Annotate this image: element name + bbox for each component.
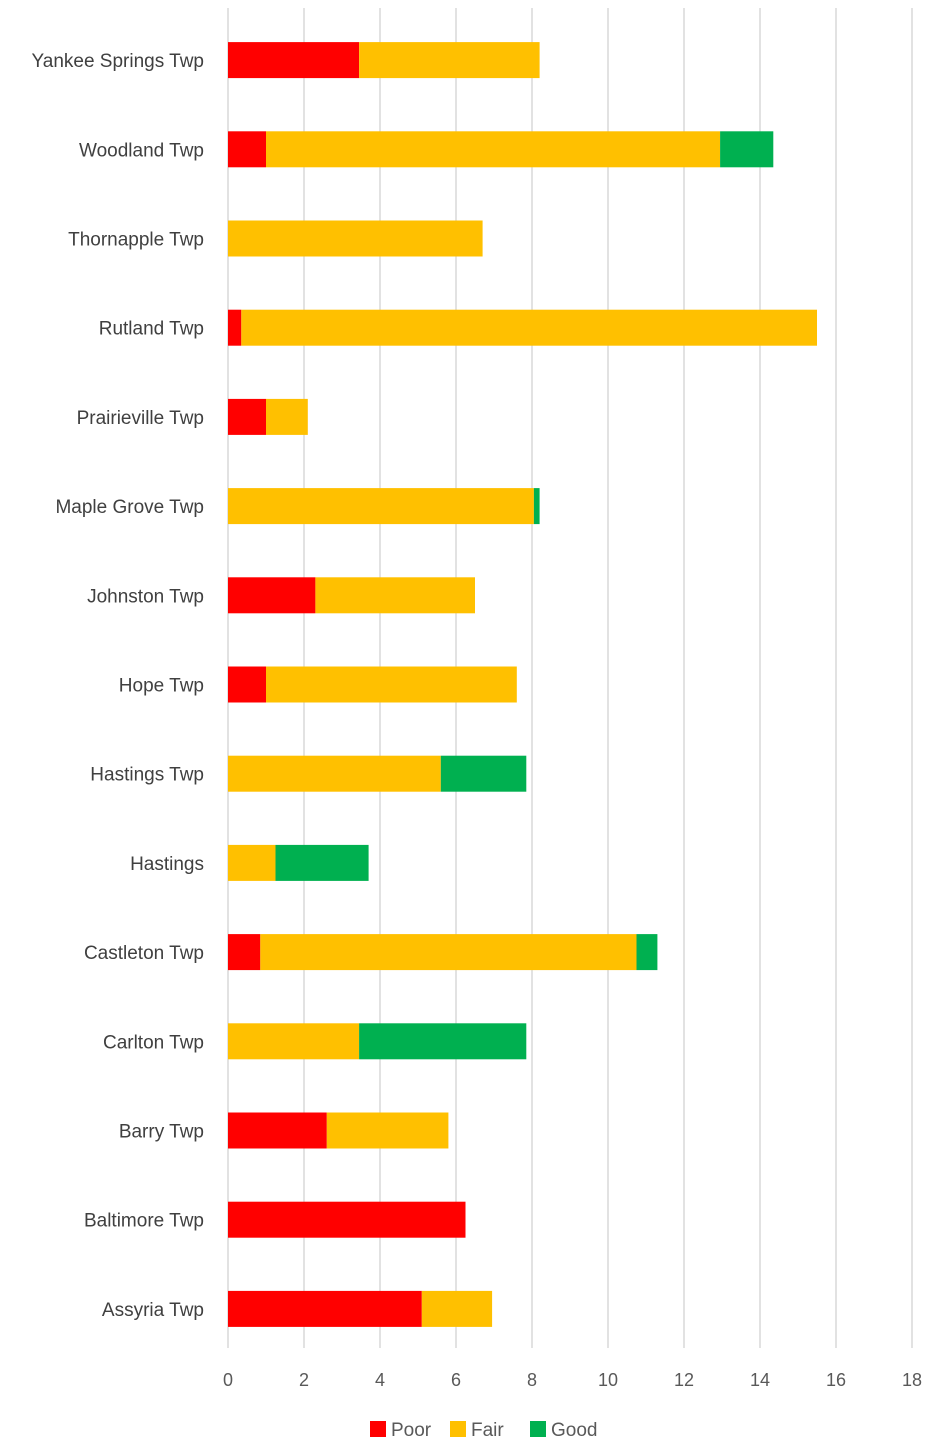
category-label: Assyria Twp — [102, 1300, 204, 1321]
category-label: Maple Grove Twp — [55, 497, 204, 518]
bar-fair-thornapple-twp — [228, 220, 483, 257]
bar-fair-assyria-twp — [421, 1290, 493, 1327]
bar-good-woodland-twp — [720, 131, 774, 168]
bar-poor-hope-twp — [228, 666, 266, 703]
bar-fair-hastings — [228, 844, 276, 881]
bar-poor-woodland-twp — [228, 131, 266, 168]
x-tick-label: 0 — [223, 1370, 233, 1390]
bar-poor-yankee-springs-twp — [228, 42, 360, 79]
bar-good-hastings-twp — [440, 755, 527, 792]
category-label: Hope Twp — [119, 676, 204, 697]
bar-poor-castleton-twp — [228, 934, 261, 971]
bar-poor-rutland-twp — [228, 309, 242, 346]
bar-fair-carlton-twp — [228, 1023, 360, 1060]
legend-swatch-good — [530, 1421, 546, 1437]
legend-label-fair: Fair — [471, 1420, 504, 1441]
bar-fair-woodland-twp — [266, 131, 721, 168]
category-label: Castleton Twp — [84, 943, 204, 964]
x-tick-label: 2 — [299, 1370, 309, 1390]
bars — [228, 42, 818, 1327]
x-tick-label: 12 — [674, 1370, 694, 1390]
category-label: Baltimore Twp — [84, 1211, 204, 1232]
bar-fair-prairieville-twp — [266, 398, 308, 435]
x-tick-label: 6 — [451, 1370, 461, 1390]
category-label: Prairieville Twp — [77, 408, 204, 429]
legend-label-good: Good — [551, 1420, 597, 1441]
x-tick-label: 4 — [375, 1370, 385, 1390]
x-tick-labels: 0 2 4 6 8 10 12 14 16 18 — [223, 1370, 922, 1390]
legend: Poor Fair Good — [370, 1420, 597, 1441]
x-tick-label: 16 — [826, 1370, 846, 1390]
bar-fair-hope-twp — [266, 666, 517, 703]
bar-poor-assyria-twp — [228, 1290, 422, 1327]
category-label: Thornapple Twp — [68, 230, 204, 251]
category-label: Hastings Twp — [90, 765, 204, 786]
bar-poor-barry-twp — [228, 1112, 327, 1149]
category-label: Johnston Twp — [87, 586, 204, 607]
bar-fair-barry-twp — [326, 1112, 449, 1149]
category-labels: Yankee Springs Twp Woodland Twp Thornapple… — [31, 51, 204, 1321]
bar-good-hastings — [275, 844, 369, 881]
bar-fair-maple-grove-twp — [228, 488, 534, 525]
bar-fair-yankee-springs-twp — [359, 42, 540, 79]
legend-label-poor: Poor — [391, 1420, 432, 1441]
x-tick-label: 18 — [902, 1370, 922, 1390]
bar-poor-johnston-twp — [228, 577, 316, 614]
bar-fair-castleton-twp — [260, 934, 637, 971]
category-label: Rutland Twp — [99, 319, 204, 340]
bar-good-castleton-twp — [636, 934, 658, 971]
bar-good-carlton-twp — [359, 1023, 527, 1060]
legend-swatch-poor — [370, 1421, 386, 1437]
bar-fair-hastings-twp — [228, 755, 441, 792]
x-tick-label: 10 — [598, 1370, 618, 1390]
legend-swatch-fair — [450, 1421, 466, 1437]
category-label: Hastings — [130, 854, 204, 875]
category-label: Carlton Twp — [103, 1032, 204, 1053]
bar-fair-johnston-twp — [315, 577, 475, 614]
category-label: Yankee Springs Twp — [31, 51, 204, 72]
bar-fair-rutland-twp — [241, 309, 818, 346]
x-tick-label: 14 — [750, 1370, 770, 1390]
x-tick-label: 8 — [527, 1370, 537, 1390]
bar-poor-prairieville-twp — [228, 398, 266, 435]
bar-good-maple-grove-twp — [533, 488, 540, 525]
bar-poor-baltimore-twp — [228, 1201, 466, 1238]
category-label: Woodland Twp — [79, 140, 204, 161]
category-label: Barry Twp — [119, 1122, 204, 1143]
